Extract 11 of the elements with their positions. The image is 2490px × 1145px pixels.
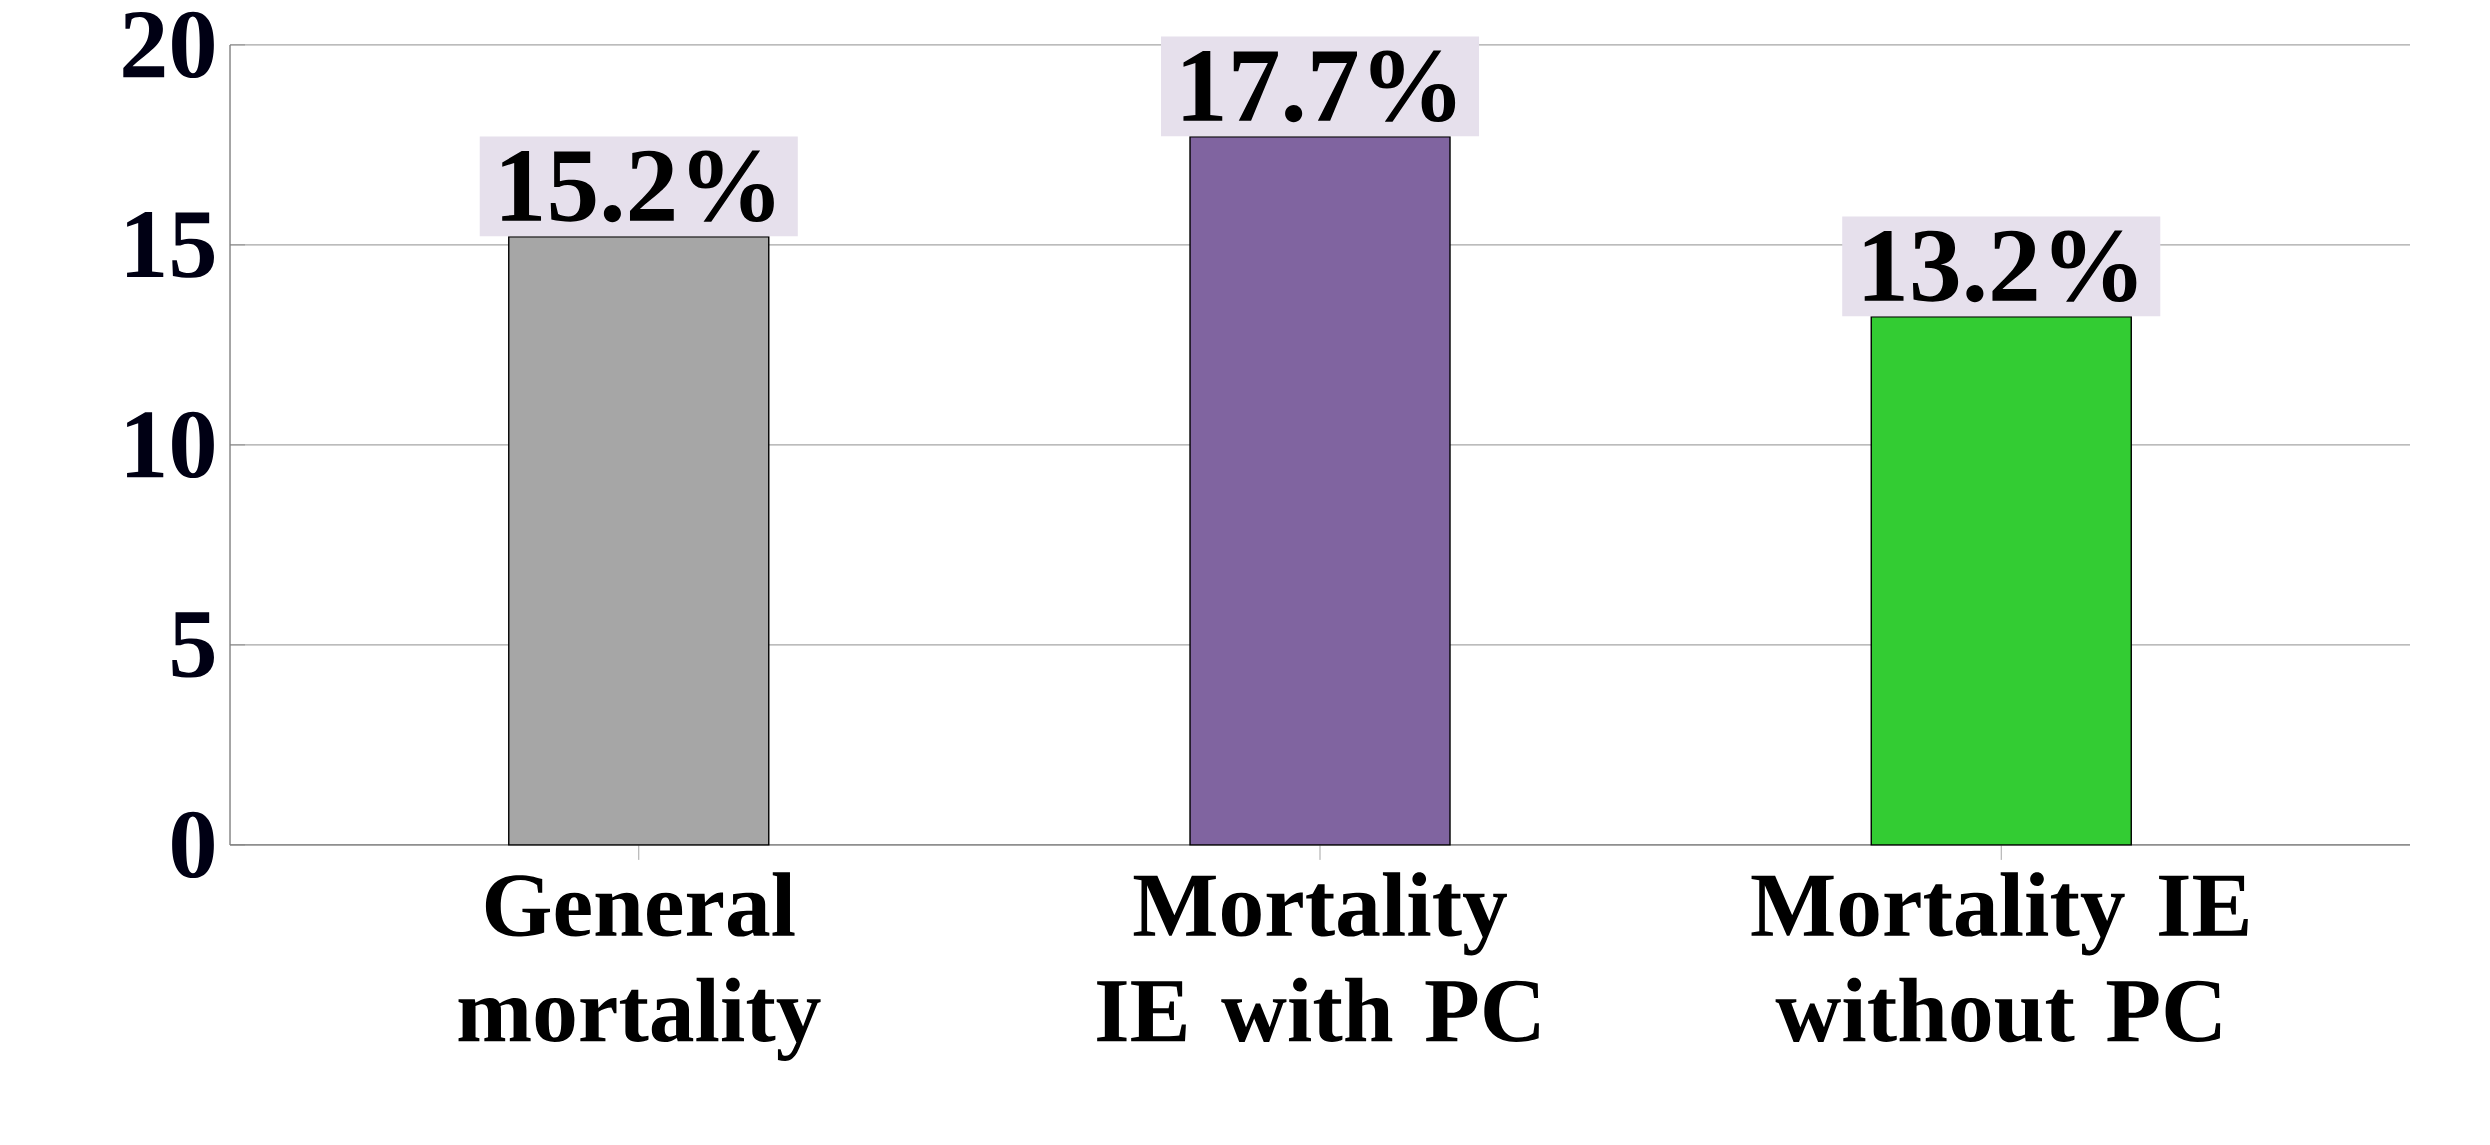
y-tick-label: 5 [172,612,214,678]
y-tick-label: 10 [127,411,214,479]
x-tick-label: Mortality IE with PC [1097,872,1539,1043]
data-label: 15.2% [502,150,774,223]
y-tick-label: 15 [127,212,214,278]
data-label: 13.2% [1864,230,2137,303]
x-tick-label: Mortality IE without PC [1751,872,2248,1043]
x-tick-label: General mortality [458,872,821,1061]
y-tick-label: 0 [172,811,214,879]
data-label: 17.7% [1183,50,1456,123]
y-tick-label: 20 [123,11,214,79]
